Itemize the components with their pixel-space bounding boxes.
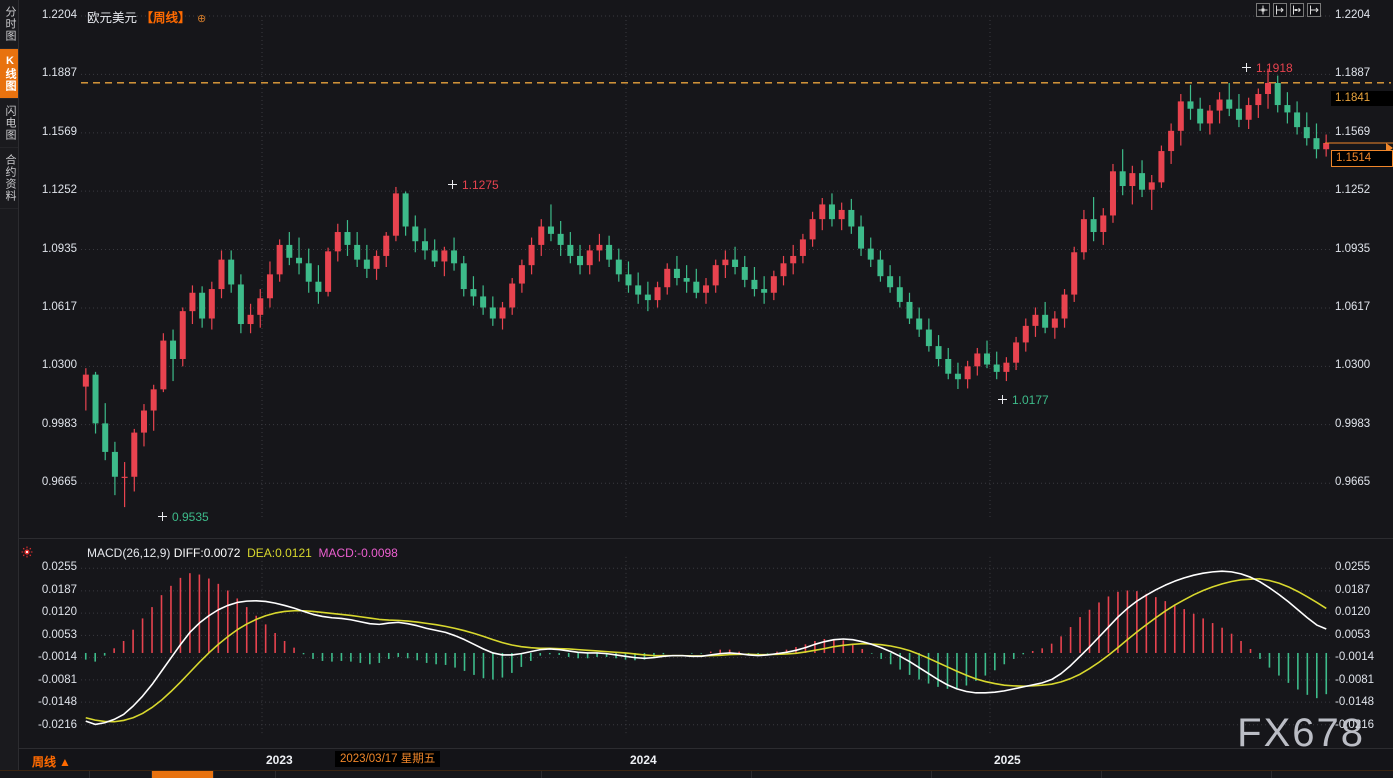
macd-tick-right-3: 0.0053: [1335, 628, 1371, 641]
chart-title: 欧元美元 【周线】 ⊕: [87, 7, 206, 26]
price-tick-left-3: 1.1252: [41, 184, 77, 197]
bottom-cell-2[interactable]: [90, 771, 152, 778]
price-tick-right-6: 1.0300: [1335, 359, 1371, 372]
chart-period: 【周线】: [140, 11, 191, 25]
bottom-cell-active[interactable]: [152, 771, 214, 778]
macd-tick-right-7: -0.0216: [1335, 718, 1375, 731]
bottom-cell-1[interactable]: [28, 771, 90, 778]
macd-settings-icon[interactable]: [21, 545, 33, 558]
zoom-in-icon[interactable]: [1273, 3, 1287, 17]
price-tick-right-3: 1.1252: [1335, 184, 1371, 197]
bottom-cell-7[interactable]: [870, 771, 932, 778]
macd-indicator-panel[interactable]: 0.0255 0.0187 0.0120 0.0053 -0.0014 -0.0081 -0…: [19, 538, 1393, 748]
macd-dea-value: DEA:0.0121: [247, 546, 312, 560]
date-tooltip: 2023/03/17 星期五: [335, 751, 441, 767]
last-price-arrow: [1386, 143, 1393, 153]
macd-tick-right-4: -0.0014: [1335, 651, 1375, 664]
price-tick-right-8: 0.9665: [1335, 476, 1371, 489]
bottom-cell-5[interactable]: [480, 771, 542, 778]
macd-tick-left-5: -0.0081: [37, 673, 77, 686]
price-tick-right-5: 1.0617: [1335, 301, 1371, 314]
macd-tick-left-6: -0.0148: [37, 695, 77, 708]
macd-axis-left: 0.0255 0.0187 0.0120 0.0053 -0.0014 -0.0081 -0…: [19, 539, 81, 748]
annotation-low-2022: 0.9535: [172, 510, 209, 524]
x-axis-bar: 2023 2024 2025 2023/03/17 星期五: [19, 748, 1393, 770]
price-tick-left-2: 1.1569: [41, 125, 77, 138]
macd-tick-right-1: 0.0187: [1335, 584, 1371, 597]
macd-tick-left-1: 0.0187: [41, 584, 77, 597]
price-tick-right-2: 1.1569: [1335, 125, 1371, 138]
price-chart-panel[interactable]: 1.2204 1.1887 1.1569 1.1252 1.0935 1.0617 1.03…: [19, 0, 1393, 538]
sidebar-tab-contract-info[interactable]: 合约资料: [0, 148, 18, 209]
chart-symbol: 欧元美元: [87, 11, 138, 25]
price-tick-right-7: 0.9983: [1335, 417, 1371, 430]
bottom-cell-8[interactable]: [1040, 771, 1102, 778]
expand-right-icon[interactable]: [1307, 3, 1321, 17]
crosshair-move-icon[interactable]: [1256, 3, 1270, 17]
macd-tick-left-4: -0.0014: [37, 651, 77, 664]
price-tick-right-4: 1.0935: [1335, 242, 1371, 255]
macd-macd-value: MACD:-0.0098: [318, 546, 398, 560]
macd-readout: MACD(26,12,9) DIFF:0.0072 DEA:0.0121 MAC…: [87, 546, 398, 560]
status-period[interactable]: 周线 ▲: [32, 753, 71, 770]
macd-tick-left-2: 0.0120: [41, 606, 77, 619]
annotation-high-2023: 1.1275: [462, 178, 499, 192]
last-price-tag: 1.1514: [1331, 150, 1393, 167]
macd-chart-canvas[interactable]: [19, 539, 1393, 748]
price-tick-left-5: 1.0617: [41, 301, 77, 314]
macd-tick-right-2: 0.0120: [1335, 606, 1371, 619]
bottom-cell-9[interactable]: [1210, 771, 1272, 778]
price-axis-left: 1.2204 1.1887 1.1569 1.1252 1.0935 1.0617 1.03…: [19, 0, 81, 538]
macd-tick-right-5: -0.0081: [1335, 673, 1375, 686]
chart-toggle-icon[interactable]: ⊕: [197, 13, 207, 25]
price-chart-canvas[interactable]: [19, 0, 1393, 538]
bottom-cell-4[interactable]: [214, 771, 276, 778]
macd-tick-right-6: -0.0148: [1335, 695, 1375, 708]
sidebar-tab-lightning[interactable]: 闪电图: [0, 99, 18, 148]
annotation-high-2023-marker: [448, 180, 457, 189]
status-trend-arrow: ▲: [59, 755, 71, 769]
macd-diff-value: DIFF:0.0072: [173, 546, 241, 560]
price-tick-left-1: 1.1887: [41, 67, 77, 80]
macd-tick-left-0: 0.0255: [41, 561, 77, 574]
price-tick-left-7: 0.9983: [41, 417, 77, 430]
bottom-toolbar[interactable]: [0, 770, 1393, 778]
prev-close-price-tag: 1.1841: [1331, 91, 1393, 106]
annotation-high-recent-marker: [1242, 63, 1251, 72]
site-watermark: FX678: [1237, 711, 1365, 755]
zoom-out-icon[interactable]: [1290, 3, 1304, 17]
price-axis-right: 1.2204 1.1887 1.1569 1.1252 1.0935 1.0617 1.03…: [1331, 0, 1393, 538]
sidebar-tab-timeline[interactable]: 分时图: [0, 0, 18, 49]
macd-tick-left-7: -0.0216: [37, 718, 77, 731]
annotation-low-2022-marker: [158, 512, 167, 521]
bottom-cell-6[interactable]: [690, 771, 752, 778]
price-tick-left-6: 1.0300: [41, 359, 77, 372]
annotation-high-recent: 1.1918: [1256, 61, 1293, 75]
macd-title: MACD(26,12,9): [87, 546, 171, 560]
x-axis-label-2025: 2025: [994, 753, 1021, 767]
price-tick-left-4: 1.0935: [41, 242, 77, 255]
chart-toolbar: [1256, 3, 1321, 17]
annotation-low-2025: 1.0177: [1012, 393, 1049, 407]
price-tick-right-1: 1.1887: [1335, 67, 1371, 80]
x-axis-label-2024: 2024: [630, 753, 657, 767]
sidebar-spacer: [0, 209, 18, 778]
status-period-label: 周线: [32, 755, 57, 769]
annotation-low-2025-marker: [998, 395, 1007, 404]
x-axis-label-2023: 2023: [266, 753, 293, 767]
macd-tick-left-3: 0.0053: [41, 628, 77, 641]
price-tick-left-8: 0.9665: [41, 476, 77, 489]
sidebar-tab-kline[interactable]: K线图: [0, 49, 18, 99]
price-tick-left-0: 1.2204: [41, 9, 77, 21]
macd-axis-right: 0.0255 0.0187 0.0120 0.0053 -0.0014 -0.0081 -0…: [1331, 539, 1393, 748]
macd-tick-right-0: 0.0255: [1335, 561, 1371, 574]
left-sidebar: 分时图 K线图 闪电图 合约资料: [0, 0, 19, 778]
price-tick-right-0: 1.2204: [1335, 9, 1371, 21]
